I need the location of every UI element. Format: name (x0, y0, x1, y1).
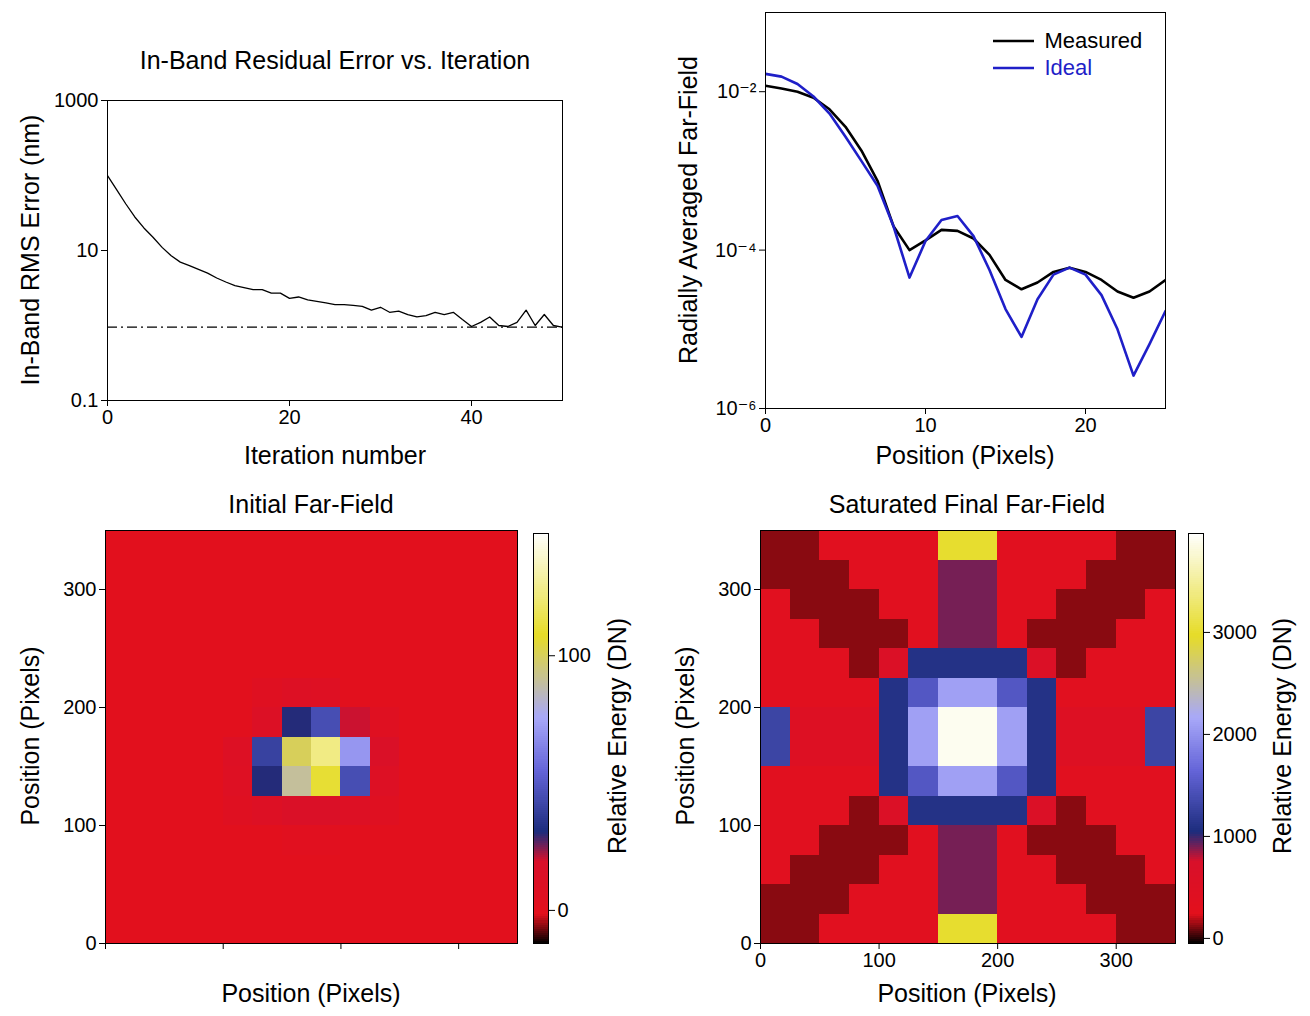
svg-text:10: 10 (914, 414, 936, 436)
svg-text:2000: 2000 (1213, 723, 1258, 745)
svg-text:0.1: 0.1 (71, 389, 99, 411)
svg-text:0: 0 (740, 932, 751, 954)
svg-text:10: 10 (76, 239, 98, 261)
svg-text:100: 100 (862, 949, 895, 971)
html-text:Saturated Final Far-Field: Saturated Final Far-Field (828, 490, 1106, 518)
svg-text:10⁻²: 10⁻² (717, 80, 757, 102)
html-text:Iteration number: Iteration number (244, 440, 426, 469)
svg-text:20: 20 (278, 406, 300, 428)
svg-text:0: 0 (85, 932, 96, 954)
svg-text:40: 40 (460, 406, 482, 428)
html-text:Ideal: Ideal (1044, 54, 1093, 80)
svg-text:200: 200 (718, 696, 751, 718)
svg-text:0: 0 (558, 899, 569, 921)
svg-text:100: 100 (718, 814, 751, 836)
svg-text:20: 20 (1074, 414, 1096, 436)
html-text:Radially Averaged Far-Field: Radially Averaged Far-Field (673, 56, 702, 364)
svg-text:300: 300 (1100, 949, 1133, 971)
svg-text:300: 300 (718, 578, 751, 600)
html-text:Initial Far-Field: Initial Far-Field (228, 490, 394, 518)
html-text:In-Band Residual Error vs. Ite: In-Band Residual Error vs. Iteration (139, 46, 531, 74)
html-text:Position (Pixels): Position (Pixels) (221, 978, 401, 1007)
svg-text:100: 100 (558, 644, 591, 666)
svg-text:0: 0 (755, 949, 766, 971)
svg-text:100: 100 (63, 814, 96, 836)
svg-text:3000: 3000 (1213, 621, 1258, 643)
svg-text:0: 0 (102, 406, 113, 428)
svg-text:10⁻⁶: 10⁻⁶ (715, 397, 756, 419)
html-text:In-Band RMS Error (nm): In-Band RMS Error (nm) (15, 114, 44, 386)
svg-text:1000: 1000 (1213, 825, 1258, 847)
svg-text:0: 0 (1213, 927, 1224, 949)
svg-text:10⁻⁴: 10⁻⁴ (715, 239, 756, 261)
html-text:Position (Pixels): Position (Pixels) (875, 440, 1055, 469)
html-text:Relative Energy (DN): Relative Energy (DN) (1267, 617, 1296, 855)
svg-text:200: 200 (981, 949, 1014, 971)
html-text:Relative Energy (DN): Relative Energy (DN) (602, 617, 631, 855)
html-text:Position (Pixels): Position (Pixels) (877, 978, 1057, 1007)
html-text:Position (Pixels): Position (Pixels) (670, 646, 699, 826)
svg-text:0: 0 (760, 414, 771, 436)
html-text:Measured: Measured (1044, 27, 1143, 53)
svg-text:300: 300 (63, 578, 96, 600)
svg-text:200: 200 (63, 696, 96, 718)
html-text:Position (Pixels): Position (Pixels) (15, 646, 44, 826)
svg-text:1000: 1000 (54, 89, 99, 111)
